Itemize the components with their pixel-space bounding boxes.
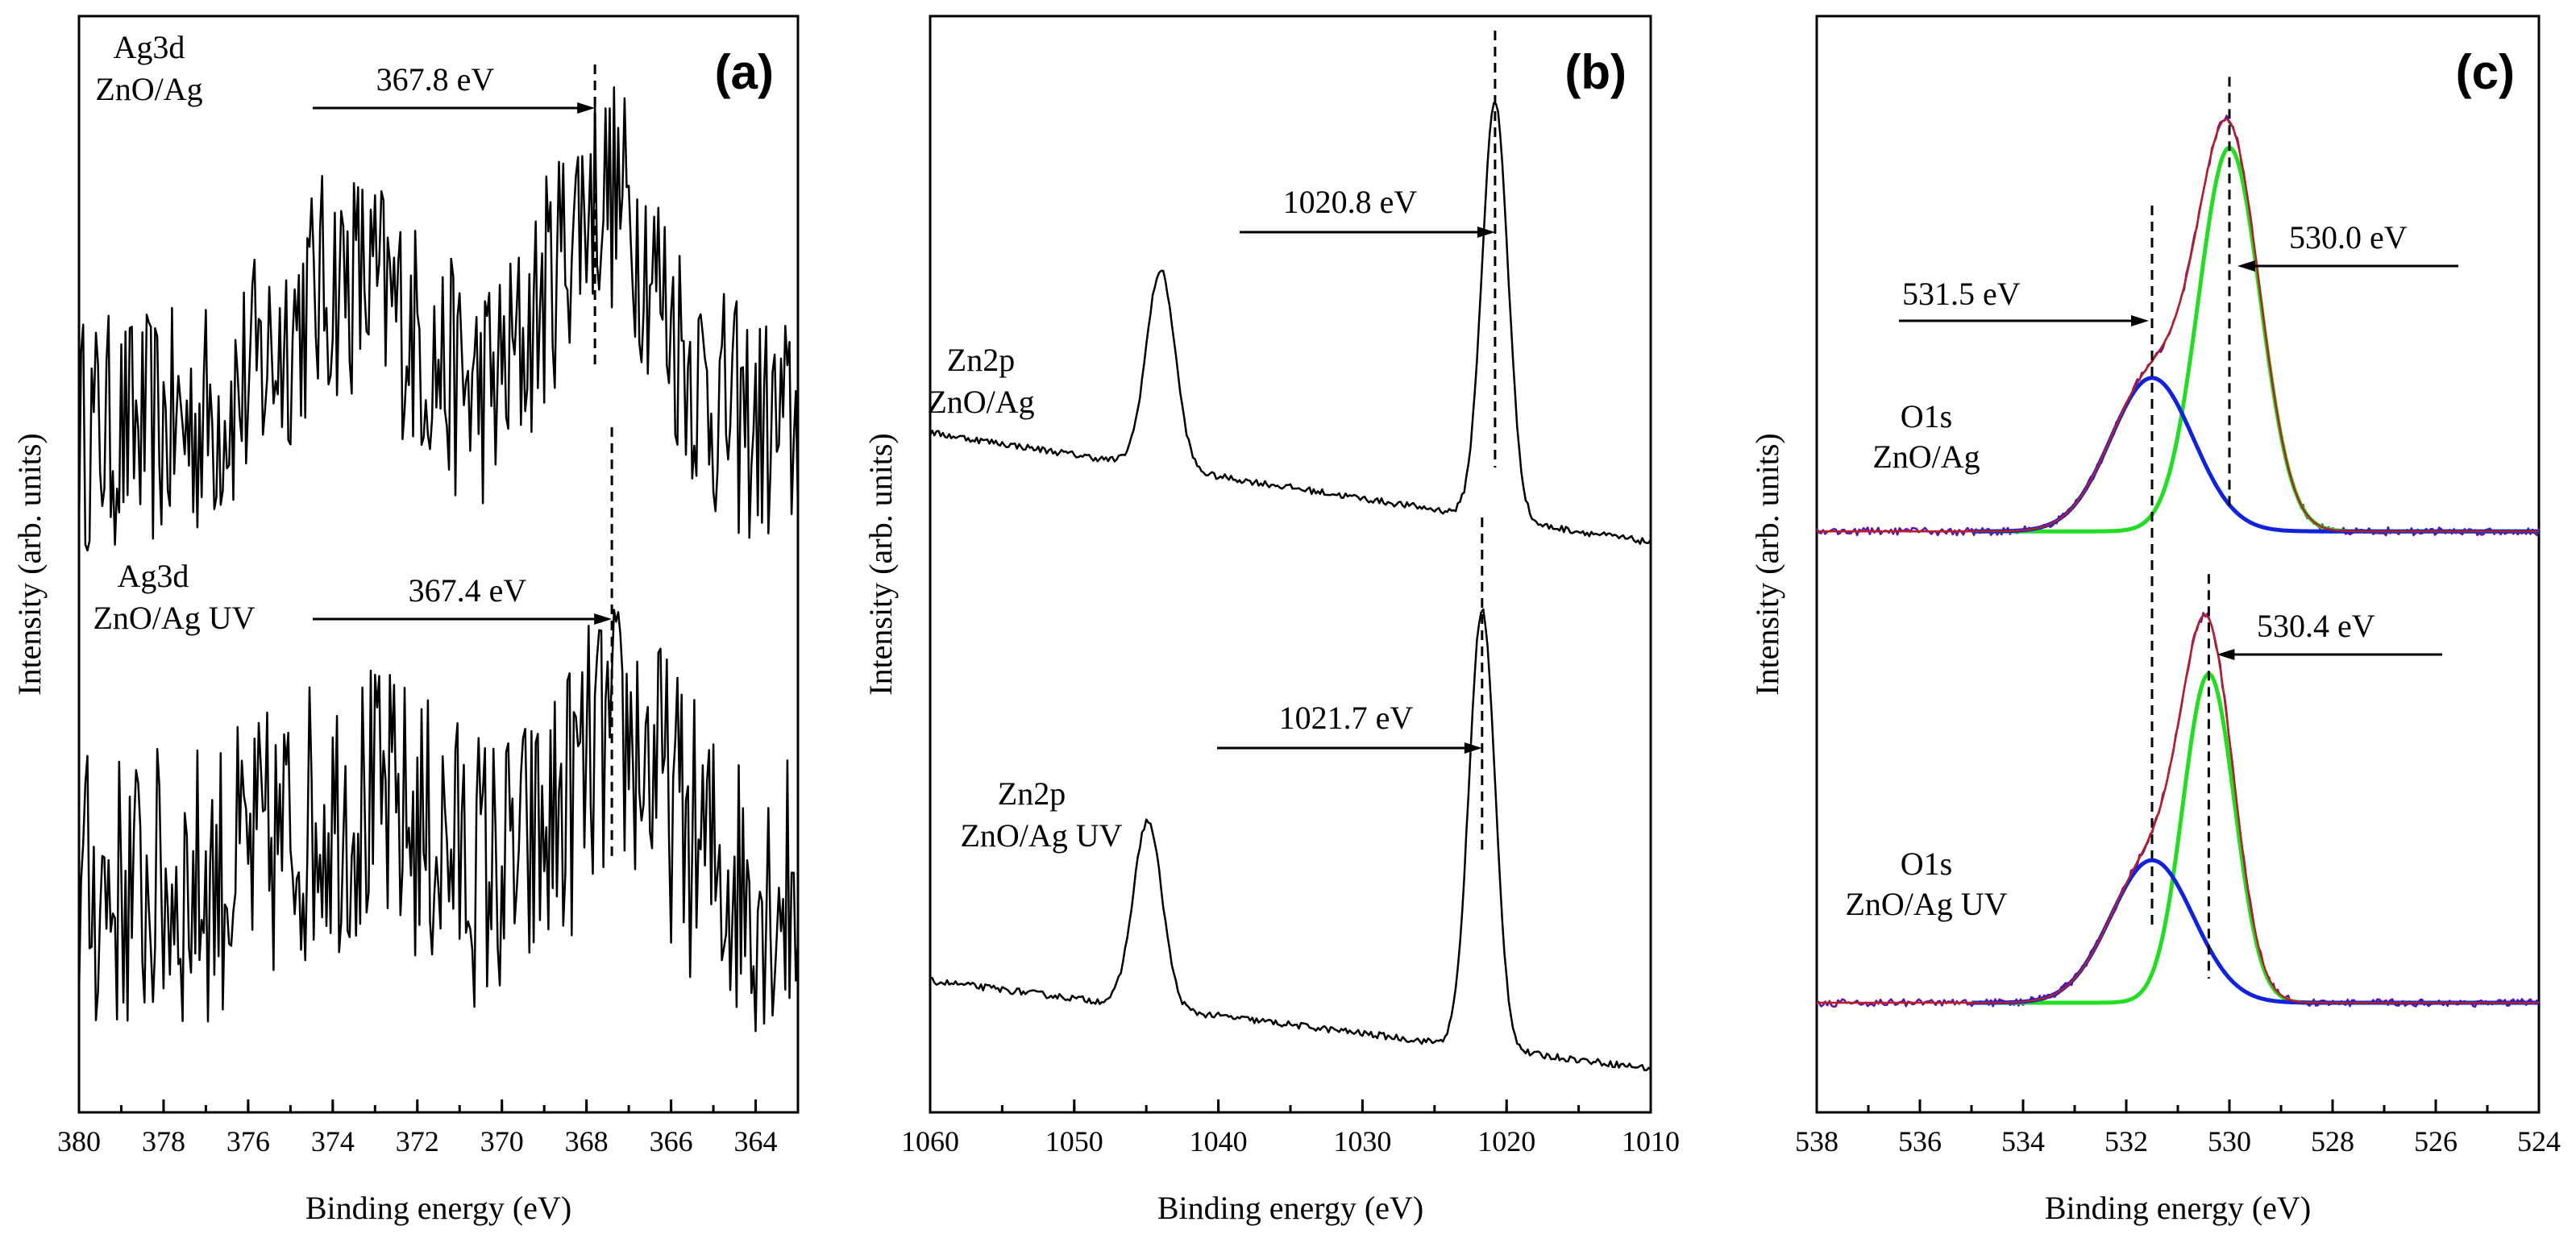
plot-frame <box>929 15 1652 1114</box>
x-tick-label: 1050 <box>1045 1125 1103 1157</box>
envelope-1 <box>1817 613 2539 1004</box>
peak-label: 1020.8 eV <box>1283 184 1418 220</box>
peak-label: 1021.7 eV <box>1279 700 1414 736</box>
x-tick-label: 376 <box>226 1125 270 1157</box>
y-axis-label: Intensity (arb. units) <box>1749 433 1785 696</box>
x-tick-label: 1020 <box>1477 1125 1535 1157</box>
series-label-line1: Ag3d <box>118 558 189 594</box>
series-label-line1: Zn2p <box>947 342 1015 378</box>
component-Zn-O-1 <box>1971 671 2539 1005</box>
x-tick-label: 530 <box>2208 1125 2251 1157</box>
x-tick-label: 372 <box>396 1125 439 1157</box>
series-label-line2: ZnO/Ag <box>927 384 1034 420</box>
x-tick-label: 364 <box>734 1125 778 1157</box>
plot-frame <box>77 15 800 1114</box>
panel-label: (a) <box>715 45 774 99</box>
arrow-head <box>1477 227 1495 238</box>
arrow-head <box>1464 742 1482 754</box>
y-axis-label: Intensity (arb. units) <box>11 433 48 696</box>
series-label-line2: ZnO/Ag UV <box>93 600 255 636</box>
arrow-head <box>2217 649 2235 660</box>
peak-label: 530.0 eV <box>2289 219 2408 256</box>
series-line-0 <box>929 102 1652 545</box>
series-raw-1 <box>1816 612 2540 1008</box>
x-tick-label: 1030 <box>1333 1125 1391 1157</box>
panel-b: 1060 1050 1040 1030 1020 1010 Binding energy (… <box>862 15 1680 1226</box>
arrow-head <box>577 102 596 114</box>
series-label-line2: ZnO/Ag UV <box>960 817 1122 854</box>
series-label-line2: ZnO/Ag <box>1872 438 1980 475</box>
series-line-1 <box>77 609 800 1033</box>
x-tick-label: 532 <box>2104 1125 2148 1157</box>
peak-label: 531.5 eV <box>1902 276 2021 312</box>
x-tick-label: 524 <box>2517 1125 2561 1157</box>
x-tick-label: 1040 <box>1190 1125 1248 1157</box>
arrow-head <box>594 613 613 625</box>
peak-label: 530.4 eV <box>2257 608 2375 644</box>
arrow-head <box>2237 260 2255 272</box>
plot-frame <box>1815 15 2541 1114</box>
y-axis-label: Intensity (arb. units) <box>862 433 899 696</box>
arrow-head <box>2131 315 2149 326</box>
envelope-0 <box>1817 118 2539 533</box>
series-line-1 <box>929 608 1652 1072</box>
series-line-0 <box>77 85 800 552</box>
x-tick-label: 534 <box>2001 1125 2045 1157</box>
x-axis-label: Binding energy (eV) <box>1157 1190 1423 1226</box>
x-tick-label: 370 <box>480 1125 524 1157</box>
panel-c: 538 536 534 532 530 528 526 524 Binding energy (… <box>1749 15 2561 1226</box>
x-axis-label: Binding energy (eV) <box>2045 1190 2311 1226</box>
component-Zn-O-0 <box>1971 145 2539 534</box>
x-tick-label: 1060 <box>901 1125 959 1157</box>
series-label-line1: Ag3d <box>114 29 185 65</box>
series-label-line2: ZnO/Ag UV <box>1845 886 2007 922</box>
x-tick-label: 536 <box>1898 1125 1942 1157</box>
x-tick-label: 378 <box>142 1125 185 1157</box>
series-label-line1: O1s <box>1901 398 1952 434</box>
x-tick-label: 1010 <box>1622 1125 1680 1157</box>
x-tick-label: 374 <box>311 1125 355 1157</box>
series-label-line1: Zn2p <box>998 775 1066 812</box>
series-label-line2: ZnO/Ag <box>95 71 202 107</box>
panel-label: (c) <box>2456 45 2515 99</box>
peak-label: 367.4 eV <box>409 572 527 609</box>
x-axis-label: Binding energy (eV) <box>305 1190 571 1226</box>
panel-label: (b) <box>1564 45 1627 99</box>
x-tick-label: 528 <box>2311 1125 2354 1157</box>
x-tick-label: 368 <box>565 1125 609 1157</box>
panel-a: 380 378 376 374 372 370 368 366 364 Binding energ… <box>11 15 800 1226</box>
x-tick-label: 366 <box>650 1125 693 1157</box>
peak-label: 367.8 eV <box>376 61 495 98</box>
x-tick-label: 538 <box>1795 1125 1839 1157</box>
series-label-line1: O1s <box>1901 846 1952 882</box>
x-tick-label: 526 <box>2414 1125 2458 1157</box>
x-tick-label: 380 <box>57 1125 101 1157</box>
component-O-H-0 <box>1971 376 2539 534</box>
